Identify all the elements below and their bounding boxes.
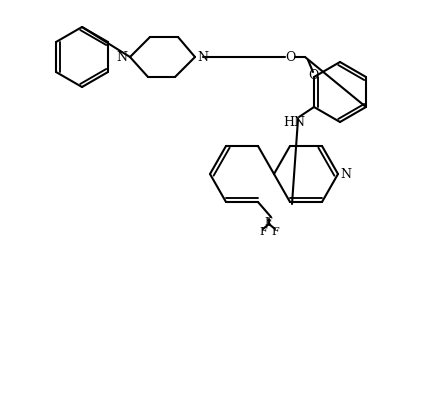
Text: O: O xyxy=(285,51,295,63)
Text: N: N xyxy=(198,51,209,63)
Text: N: N xyxy=(340,168,351,180)
Text: O: O xyxy=(308,68,318,82)
Text: F: F xyxy=(264,217,272,227)
Text: HN: HN xyxy=(283,115,305,129)
Text: F: F xyxy=(259,227,267,237)
Text: F: F xyxy=(271,227,279,237)
Text: N: N xyxy=(117,51,128,63)
